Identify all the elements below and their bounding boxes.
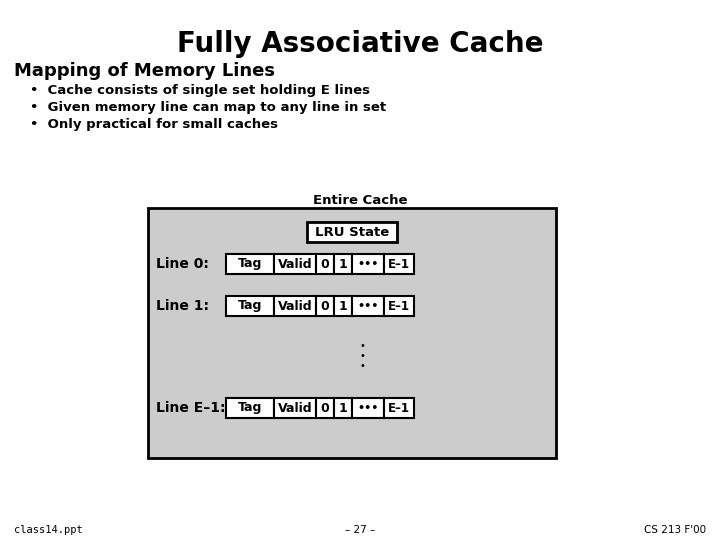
Text: E–1: E–1 <box>388 300 410 313</box>
Text: E–1: E–1 <box>388 402 410 415</box>
Text: Line 0:: Line 0: <box>156 257 209 271</box>
Text: Entire Cache: Entire Cache <box>312 194 408 207</box>
Text: •  Cache consists of single set holding E lines: • Cache consists of single set holding E… <box>30 84 370 97</box>
Bar <box>316 254 334 274</box>
Text: •: • <box>359 351 365 361</box>
Text: •  Only practical for small caches: • Only practical for small caches <box>30 118 278 131</box>
Bar <box>148 208 556 458</box>
Text: – 27 –: – 27 – <box>345 525 375 535</box>
Text: •••: ••• <box>357 403 379 413</box>
Text: LRU State: LRU State <box>315 226 389 239</box>
Text: Tag: Tag <box>238 258 262 271</box>
Text: •  Given memory line can map to any line in set: • Given memory line can map to any line … <box>30 101 386 114</box>
Text: Line E–1:: Line E–1: <box>156 401 225 415</box>
Text: CS 213 F'00: CS 213 F'00 <box>644 525 706 535</box>
Text: 0: 0 <box>320 258 329 271</box>
Bar <box>274 296 316 316</box>
Text: •••: ••• <box>357 259 379 269</box>
Bar <box>334 296 352 316</box>
Text: •••: ••• <box>357 301 379 311</box>
Bar <box>352 398 384 418</box>
Bar <box>334 254 352 274</box>
Text: 0: 0 <box>320 402 329 415</box>
Text: 1: 1 <box>338 402 347 415</box>
Bar <box>316 296 334 316</box>
Text: Tag: Tag <box>238 300 262 313</box>
Bar <box>226 398 274 418</box>
Text: Mapping of Memory Lines: Mapping of Memory Lines <box>14 62 275 80</box>
Text: 0: 0 <box>320 300 329 313</box>
Text: E–1: E–1 <box>388 258 410 271</box>
Bar <box>274 398 316 418</box>
Text: Line 1:: Line 1: <box>156 299 209 313</box>
Text: Valid: Valid <box>278 300 312 313</box>
Text: Tag: Tag <box>238 402 262 415</box>
Bar <box>316 398 334 418</box>
Bar <box>384 296 414 316</box>
Bar <box>226 296 274 316</box>
Text: •: • <box>359 361 365 371</box>
Bar <box>384 398 414 418</box>
Text: Fully Associative Cache: Fully Associative Cache <box>176 30 544 58</box>
Text: Valid: Valid <box>278 402 312 415</box>
Bar <box>352 254 384 274</box>
Text: 1: 1 <box>338 258 347 271</box>
Text: class14.ppt: class14.ppt <box>14 525 83 535</box>
Bar <box>334 398 352 418</box>
Bar <box>352 296 384 316</box>
Bar <box>274 254 316 274</box>
Bar <box>307 222 397 242</box>
Bar <box>226 254 274 274</box>
Text: Valid: Valid <box>278 258 312 271</box>
Text: 1: 1 <box>338 300 347 313</box>
Text: •: • <box>359 341 365 351</box>
Bar <box>384 254 414 274</box>
